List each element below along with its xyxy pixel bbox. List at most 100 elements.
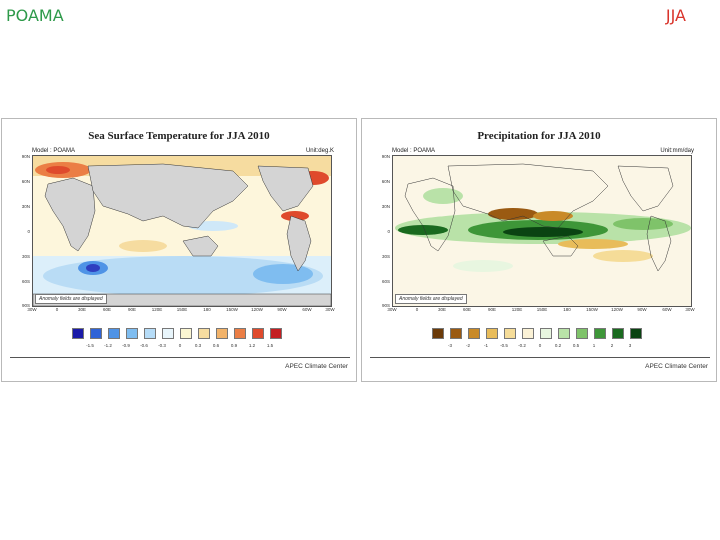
- colorbar-swatch: [432, 328, 444, 339]
- lon-label: 0: [415, 307, 419, 312]
- colorbar-swatch: [522, 328, 534, 339]
- colorbar-tick-label: 0.9: [230, 343, 238, 348]
- colorbar-swatch: [144, 328, 156, 339]
- lat-label: 90S: [381, 303, 390, 308]
- colorbar-swatch: [198, 328, 210, 339]
- divider: [370, 357, 710, 358]
- lat-label: 0: [27, 229, 30, 234]
- colorbar-swatch: [468, 328, 480, 339]
- lat-label: 30S: [21, 254, 30, 259]
- lat-label: 60S: [381, 279, 390, 284]
- colorbar-swatch: [486, 328, 498, 339]
- lon-label: 90E: [127, 307, 136, 312]
- colorbar-swatch: [540, 328, 552, 339]
- lat-label: 60N: [381, 179, 390, 184]
- lat-label: 90N: [21, 154, 30, 159]
- lon-label: 0: [55, 307, 59, 312]
- lon-label: 90E: [487, 307, 496, 312]
- lat-label: 30N: [21, 204, 30, 209]
- lat-label: 0: [387, 229, 390, 234]
- divider: [10, 357, 350, 358]
- lat-label: 60S: [21, 279, 30, 284]
- colorbar-tick-label: 0.5: [572, 343, 580, 348]
- precip-map-panel: Precipitation for JJA 2010 Model : POAMA…: [361, 118, 717, 382]
- lon-label: 60W: [302, 307, 312, 312]
- colorbar-tick-label: 0: [178, 343, 182, 348]
- lon-label: 150E: [176, 307, 188, 312]
- model-label: Model : POAMA: [32, 148, 76, 154]
- lon-label: 180: [203, 307, 211, 312]
- colorbar-tick-label: 0.6: [212, 343, 220, 348]
- colorbar-tick-label: 1: [592, 343, 596, 348]
- lon-label: 60W: [662, 307, 672, 312]
- colorbar-tick-label: -0.6: [140, 343, 148, 348]
- colorbar-tick-label: 1.5: [266, 343, 274, 348]
- colorbar-swatch: [450, 328, 462, 339]
- colorbar-tick-label: -0.5: [500, 343, 508, 348]
- colorbar-swatch: [504, 328, 516, 339]
- lon-label: 120E: [511, 307, 523, 312]
- colorbar-tick-label: 1.2: [248, 343, 256, 348]
- sst-anomaly-map: Anomaly fields are displayed: [32, 155, 332, 307]
- colorbar-swatch: [576, 328, 588, 339]
- colorbar-swatch: [594, 328, 606, 339]
- colorbar-tick-label: 0.2: [554, 343, 562, 348]
- lon-label: 150W: [586, 307, 598, 312]
- lat-label: 30S: [381, 254, 390, 259]
- colorbar-swatch: [180, 328, 192, 339]
- lon-label: 30W: [387, 307, 397, 312]
- colorbar: -3 -2 -1 -0.5 -0.2 0 0.2 0.5 1 2 3: [362, 328, 716, 348]
- colorbar-tick-label: -3: [447, 343, 452, 348]
- colorbar-swatch: [90, 328, 102, 339]
- unit-label: Unit:mm/day: [660, 148, 694, 154]
- colorbar-tick-label: -1: [483, 343, 488, 348]
- colorbar-tick-label: 2: [610, 343, 614, 348]
- colorbar-tick-label: 0.3: [194, 343, 202, 348]
- anomaly-note: Anomaly fields are displayed: [395, 294, 467, 304]
- lon-label: 150E: [536, 307, 548, 312]
- colorbar: -1.5 -1.2 -0.9 -0.6 -0.3 0 0.3 0.6 0.9 1.2 1.5: [2, 328, 356, 348]
- footer-credit: APEC Climate Center: [645, 363, 708, 370]
- map-title: Precipitation for JJA 2010: [477, 130, 601, 142]
- colorbar-swatch: [126, 328, 138, 339]
- colorbar-swatch: [216, 328, 228, 339]
- colorbar-tick-label: 0: [538, 343, 542, 348]
- lon-label: 120E: [151, 307, 163, 312]
- slide-title-model: POAMA: [6, 6, 64, 25]
- colorbar-tick-label: -1.5: [86, 343, 94, 348]
- lon-label: 30W: [325, 307, 335, 312]
- lat-label: 30N: [381, 204, 390, 209]
- footer-credit: APEC Climate Center: [285, 363, 348, 370]
- precip-anomaly-map: Anomaly fields are displayed: [392, 155, 692, 307]
- colorbar-swatch: [108, 328, 120, 339]
- slide-title-season: JJA: [665, 6, 686, 25]
- colorbar-swatch: [630, 328, 642, 339]
- colorbar-tick-label: 3: [628, 343, 632, 348]
- lon-label: 150W: [226, 307, 238, 312]
- colorbar-swatch: [72, 328, 84, 339]
- colorbar-swatch: [252, 328, 264, 339]
- colorbar-swatch: [558, 328, 570, 339]
- lon-label: 30W: [685, 307, 695, 312]
- anomaly-note: Anomaly fields are displayed: [35, 294, 107, 304]
- lon-label: 120W: [251, 307, 263, 312]
- lat-label: 90S: [21, 303, 30, 308]
- colorbar-tick-label: -2: [465, 343, 470, 348]
- model-label: Model : POAMA: [392, 148, 436, 154]
- colorbar-tick-label: -0.2: [518, 343, 526, 348]
- colorbar-tick-label: -0.9: [122, 343, 130, 348]
- lon-label: 60E: [102, 307, 111, 312]
- lon-label: 60E: [462, 307, 471, 312]
- lat-label: 60N: [21, 179, 30, 184]
- lon-label: 90W: [637, 307, 647, 312]
- lon-label: 30E: [437, 307, 446, 312]
- lon-label: 30W: [27, 307, 37, 312]
- unit-label: Unit:deg.K: [305, 148, 334, 154]
- colorbar-swatch: [612, 328, 624, 339]
- lon-label: 30E: [77, 307, 86, 312]
- lon-label: 120W: [611, 307, 623, 312]
- map-title: Sea Surface Temperature for JJA 2010: [88, 130, 270, 142]
- colorbar-tick-label: -1.2: [104, 343, 112, 348]
- colorbar-swatch: [270, 328, 282, 339]
- lon-label: 90W: [277, 307, 287, 312]
